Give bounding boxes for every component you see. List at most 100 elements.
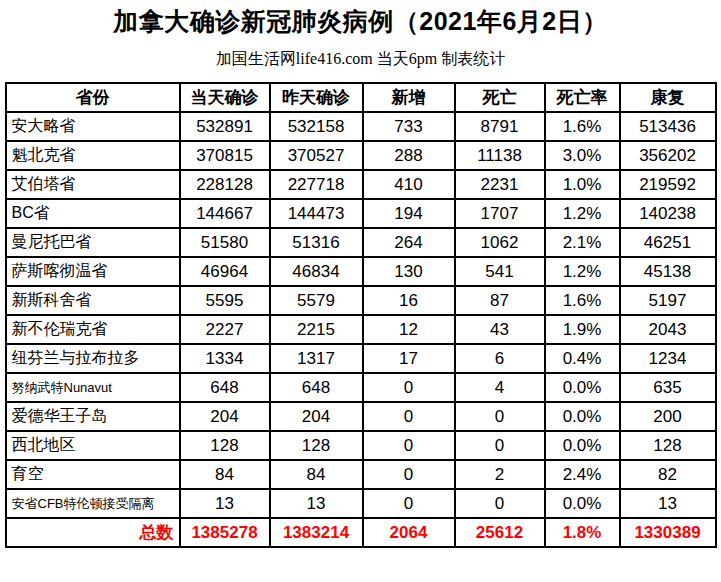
value-cell: 0	[455, 402, 545, 431]
value-cell: 0.4%	[545, 344, 620, 373]
table-row: 爱德华王子岛204204000.0%200	[6, 402, 716, 431]
value-cell: 0	[363, 373, 455, 402]
table-row: 新斯科舍省5595557916871.6%5197	[6, 286, 716, 315]
province-cell: 萨斯喀彻温省	[6, 257, 180, 286]
value-cell: 144473	[270, 199, 363, 228]
value-cell: 17	[363, 344, 455, 373]
total-label-cell: 总数	[6, 518, 180, 547]
value-cell: 194	[363, 199, 455, 228]
value-cell: 648	[180, 373, 270, 402]
value-cell: 46834	[270, 257, 363, 286]
province-cell: 西北地区	[6, 431, 180, 460]
value-cell: 204	[270, 402, 363, 431]
value-cell: 227718	[270, 170, 363, 199]
province-cell: 新不伦瑞克省	[6, 315, 180, 344]
value-cell: 264	[363, 228, 455, 257]
value-cell: 128	[180, 431, 270, 460]
table-row: 安大略省53289153215873387911.6%513436	[6, 112, 716, 141]
value-cell: 532891	[180, 112, 270, 141]
total-row: 总数138527813832142064256121.8%1330389	[6, 518, 716, 547]
table-row: 魁北克省370815370527288111383.0%356202	[6, 141, 716, 170]
province-cell: 努纳武特Nunavut	[6, 373, 180, 402]
value-cell: 51316	[270, 228, 363, 257]
table-row: 新不伦瑞克省2227221512431.9%2043	[6, 315, 716, 344]
value-cell: 1062	[455, 228, 545, 257]
value-cell: 0.0%	[545, 431, 620, 460]
table-body: 安大略省53289153215873387911.6%513436魁北克省370…	[6, 112, 716, 547]
value-cell: 128	[270, 431, 363, 460]
page-title: 加拿大确诊新冠肺炎病例（2021年6月2日）	[0, 5, 721, 38]
value-cell: 46251	[620, 228, 716, 257]
value-cell: 13	[270, 489, 363, 518]
province-cell: 爱德华王子岛	[6, 402, 180, 431]
value-cell: 0	[363, 431, 455, 460]
province-cell: 艾伯塔省	[6, 170, 180, 199]
value-cell: 2064	[363, 518, 455, 547]
value-cell: 51580	[180, 228, 270, 257]
province-cell: 育空	[6, 460, 180, 489]
table-row: 萨斯喀彻温省46964468341305411.2%45138	[6, 257, 716, 286]
value-cell: 82	[620, 460, 716, 489]
value-cell: 635	[620, 373, 716, 402]
value-cell: 6	[455, 344, 545, 373]
value-cell: 0	[455, 489, 545, 518]
column-header: 省份	[6, 83, 180, 112]
value-cell: 1.2%	[545, 257, 620, 286]
value-cell: 0	[363, 460, 455, 489]
value-cell: 84	[180, 460, 270, 489]
value-cell: 84	[270, 460, 363, 489]
value-cell: 1.6%	[545, 112, 620, 141]
column-header: 当天确诊	[180, 83, 270, 112]
value-cell: 1334	[180, 344, 270, 373]
value-cell: 0	[455, 431, 545, 460]
value-cell: 541	[455, 257, 545, 286]
province-cell: BC省	[6, 199, 180, 228]
table-row: 曼尼托巴省515805131626410622.1%46251	[6, 228, 716, 257]
table-row: 安省CFB特伦顿接受隔离1313000.0%13	[6, 489, 716, 518]
value-cell: 11138	[455, 141, 545, 170]
province-cell: 曼尼托巴省	[6, 228, 180, 257]
value-cell: 1330389	[620, 518, 716, 547]
value-cell: 513436	[620, 112, 716, 141]
value-cell: 0.0%	[545, 373, 620, 402]
value-cell: 733	[363, 112, 455, 141]
column-header: 新增	[363, 83, 455, 112]
value-cell: 5579	[270, 286, 363, 315]
table-row: 艾伯塔省22812822771841022311.0%219592	[6, 170, 716, 199]
value-cell: 1385278	[180, 518, 270, 547]
value-cell: 2227	[180, 315, 270, 344]
value-cell: 5595	[180, 286, 270, 315]
value-cell: 128	[620, 431, 716, 460]
value-cell: 1707	[455, 199, 545, 228]
value-cell: 130	[363, 257, 455, 286]
value-cell: 370815	[180, 141, 270, 170]
table-row: BC省14466714447319417071.2%140238	[6, 199, 716, 228]
value-cell: 1317	[270, 344, 363, 373]
value-cell: 200	[620, 402, 716, 431]
value-cell: 1.2%	[545, 199, 620, 228]
covid-stats-table: 省份当天确诊昨天确诊新增死亡死亡率康复 安大略省5328915321587338…	[5, 82, 717, 548]
column-header: 死亡	[455, 83, 545, 112]
value-cell: 0	[363, 402, 455, 431]
value-cell: 0.0%	[545, 489, 620, 518]
province-cell: 魁北克省	[6, 141, 180, 170]
value-cell: 45138	[620, 257, 716, 286]
value-cell: 648	[270, 373, 363, 402]
value-cell: 1234	[620, 344, 716, 373]
value-cell: 140238	[620, 199, 716, 228]
value-cell: 410	[363, 170, 455, 199]
province-cell: 纽芬兰与拉布拉多	[6, 344, 180, 373]
value-cell: 1.6%	[545, 286, 620, 315]
value-cell: 13	[180, 489, 270, 518]
value-cell: 13	[620, 489, 716, 518]
province-cell: 安省CFB特伦顿接受隔离	[6, 489, 180, 518]
value-cell: 0.0%	[545, 402, 620, 431]
header-row: 省份当天确诊昨天确诊新增死亡死亡率康复	[6, 83, 716, 112]
value-cell: 12	[363, 315, 455, 344]
value-cell: 4	[455, 373, 545, 402]
value-cell: 370527	[270, 141, 363, 170]
value-cell: 87	[455, 286, 545, 315]
value-cell: 0	[363, 489, 455, 518]
province-cell: 安大略省	[6, 112, 180, 141]
value-cell: 2231	[455, 170, 545, 199]
